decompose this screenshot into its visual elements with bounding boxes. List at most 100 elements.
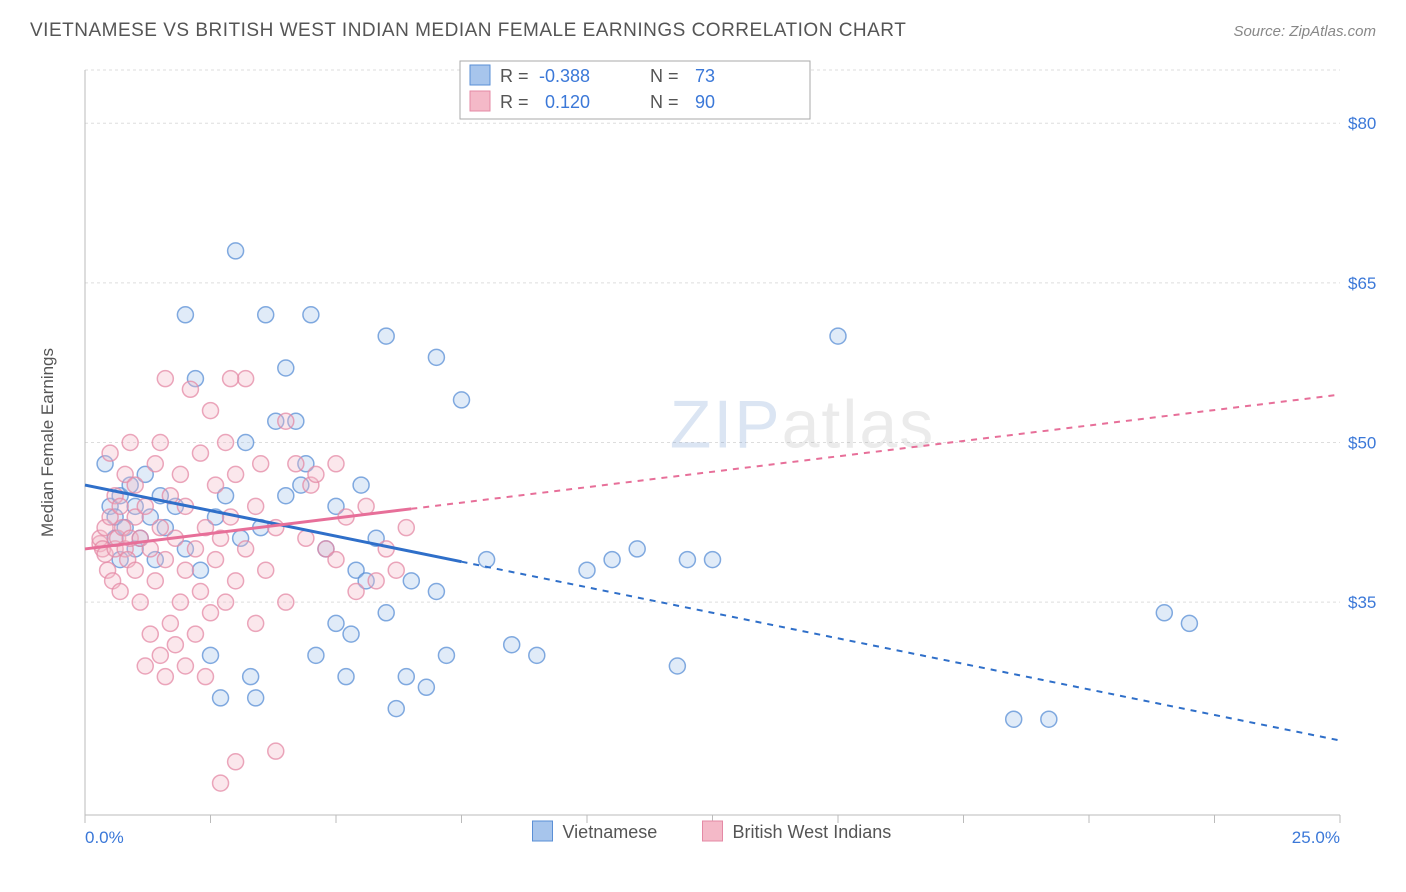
data-point xyxy=(1181,615,1197,631)
data-point xyxy=(579,562,595,578)
data-point xyxy=(338,669,354,685)
data-point xyxy=(127,477,143,493)
data-point xyxy=(705,552,721,568)
data-point xyxy=(162,615,178,631)
data-point xyxy=(203,403,219,419)
data-point xyxy=(172,594,188,610)
data-point xyxy=(629,541,645,557)
trend-line-extrapolated xyxy=(462,562,1341,741)
data-point xyxy=(248,690,264,706)
data-point xyxy=(248,498,264,514)
data-point xyxy=(172,466,188,482)
data-point xyxy=(428,349,444,365)
data-point xyxy=(328,456,344,472)
data-point xyxy=(388,701,404,717)
data-point xyxy=(343,626,359,642)
data-point xyxy=(177,658,193,674)
chart-title: VIETNAMESE VS BRITISH WEST INDIAN MEDIAN… xyxy=(30,20,906,42)
data-point xyxy=(228,573,244,589)
data-point xyxy=(428,584,444,600)
data-point xyxy=(208,552,224,568)
data-point xyxy=(137,498,153,514)
legend-swatch xyxy=(533,821,553,841)
data-point xyxy=(152,435,168,451)
data-point xyxy=(137,658,153,674)
data-point xyxy=(398,520,414,536)
data-point xyxy=(278,413,294,429)
correlation-chart: $35,000$50,000$65,000$80,0000.0%25.0%Med… xyxy=(30,55,1376,862)
data-point xyxy=(388,562,404,578)
data-point xyxy=(328,552,344,568)
data-point xyxy=(288,456,304,472)
svg-text:$35,000: $35,000 xyxy=(1348,593,1376,612)
data-point xyxy=(147,456,163,472)
data-point xyxy=(102,445,118,461)
data-point xyxy=(228,466,244,482)
data-point xyxy=(258,307,274,323)
data-point xyxy=(1041,711,1057,727)
svg-text:R =: R = xyxy=(500,92,529,112)
svg-text:$50,000: $50,000 xyxy=(1348,434,1376,453)
data-point xyxy=(228,243,244,259)
svg-text:ZIPatlas: ZIPatlas xyxy=(670,387,935,463)
data-point xyxy=(353,477,369,493)
data-point xyxy=(479,552,495,568)
data-point xyxy=(223,371,239,387)
data-point xyxy=(368,573,384,589)
data-point xyxy=(243,669,259,685)
data-point xyxy=(830,328,846,344)
data-point xyxy=(177,562,193,578)
data-point xyxy=(358,498,374,514)
data-point xyxy=(253,456,269,472)
data-point xyxy=(187,626,203,642)
data-point xyxy=(142,626,158,642)
data-point xyxy=(213,775,229,791)
legend-label: Vietnamese xyxy=(563,822,658,842)
data-point xyxy=(398,669,414,685)
data-point xyxy=(303,307,319,323)
data-point xyxy=(127,562,143,578)
data-point xyxy=(157,371,173,387)
svg-text:0.120: 0.120 xyxy=(545,92,590,112)
data-point xyxy=(142,541,158,557)
data-point xyxy=(348,584,364,600)
data-point xyxy=(238,435,254,451)
data-point xyxy=(328,615,344,631)
data-point xyxy=(438,647,454,663)
svg-text:N =: N = xyxy=(650,92,679,112)
data-point xyxy=(238,541,254,557)
data-point xyxy=(378,328,394,344)
data-point xyxy=(203,605,219,621)
data-point xyxy=(147,573,163,589)
data-point xyxy=(278,360,294,376)
data-point xyxy=(378,605,394,621)
data-point xyxy=(308,647,324,663)
data-point xyxy=(167,637,183,653)
data-point xyxy=(152,520,168,536)
data-point xyxy=(192,584,208,600)
data-point xyxy=(157,552,173,568)
svg-text:N =: N = xyxy=(650,66,679,86)
data-point xyxy=(604,552,620,568)
data-point xyxy=(454,392,470,408)
data-point xyxy=(218,594,234,610)
data-point xyxy=(152,647,168,663)
data-point xyxy=(278,594,294,610)
svg-text:0.0%: 0.0% xyxy=(85,828,124,847)
data-point xyxy=(308,466,324,482)
data-point xyxy=(122,435,138,451)
data-point xyxy=(258,562,274,578)
data-point xyxy=(187,541,203,557)
data-point xyxy=(197,669,213,685)
data-point xyxy=(218,435,234,451)
svg-text:73: 73 xyxy=(695,66,715,86)
data-point xyxy=(132,594,148,610)
data-point xyxy=(278,488,294,504)
svg-text:$65,000: $65,000 xyxy=(1348,274,1376,293)
svg-text:Median Female Earnings: Median Female Earnings xyxy=(38,348,57,537)
data-point xyxy=(1156,605,1172,621)
data-point xyxy=(403,573,419,589)
data-point xyxy=(177,307,193,323)
svg-text:$80,000: $80,000 xyxy=(1348,114,1376,133)
data-point xyxy=(157,669,173,685)
